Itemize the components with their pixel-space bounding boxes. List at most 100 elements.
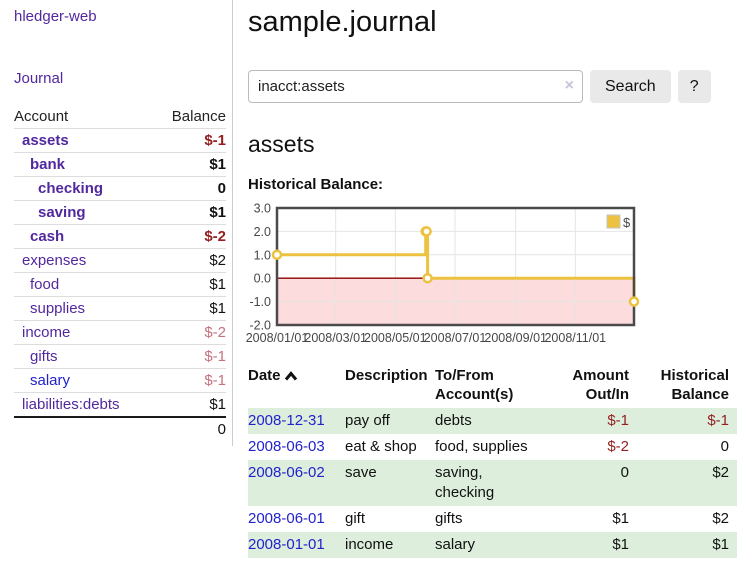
account-tree-table: Account Balance assets $-1 bank $1 checking 0…: [14, 105, 226, 441]
transaction-date-link[interactable]: 2008-01-01: [248, 536, 325, 553]
sidebar-account-balance: 0: [154, 176, 226, 201]
transaction-balance: $2: [712, 464, 729, 481]
transaction-date-cell: 2008-06-03: [248, 434, 345, 460]
transaction-date-link[interactable]: 2008-06-02: [248, 464, 325, 481]
sidebar-account-balance: $-2: [154, 224, 226, 249]
transactions-header-row: Date Description To/From Account(s) Amou…: [248, 364, 737, 408]
app-window: hledger-web Journal Account Balance asse…: [14, 0, 742, 558]
page-title: sample.journal: [248, 6, 437, 38]
transaction-accounts: food, supplies: [435, 438, 528, 455]
transaction-accounts: gifts: [435, 510, 463, 527]
transaction-balance: $1: [712, 536, 729, 553]
search-input[interactable]: [248, 70, 583, 103]
transaction-date-link[interactable]: 2008-06-03: [248, 438, 325, 455]
sidebar-account-link[interactable]: cash: [30, 228, 65, 245]
sidebar-account-row: food $1: [14, 272, 226, 297]
sidebar-account-balance: $2: [154, 248, 226, 273]
sidebar-account-cell: saving: [14, 200, 155, 225]
sidebar-account-cell: gifts: [14, 344, 155, 369]
sidebar-account-link[interactable]: bank: [30, 156, 66, 173]
account-tree-header-row: Account Balance: [14, 105, 226, 129]
col-header-date[interactable]: Date: [248, 364, 345, 408]
sidebar-account-cell: expenses: [14, 248, 155, 273]
transaction-amount: $1: [612, 510, 629, 527]
transaction-date-link[interactable]: 2008-12-31: [248, 412, 325, 429]
transaction-row: 2008-06-01 gift gifts $1 $2: [248, 506, 737, 532]
sort-ascending-icon: [284, 371, 297, 381]
total-row-spacer: [14, 416, 155, 441]
transaction-accounts: saving, checking: [435, 464, 495, 501]
sort-by-date-link[interactable]: Date: [248, 367, 281, 384]
sidebar-account-cell: salary: [14, 368, 155, 393]
sidebar-account-link[interactable]: supplies: [30, 300, 86, 317]
sidebar-account-link[interactable]: expenses: [22, 252, 87, 269]
transaction-date-cell: 2008-01-01: [248, 532, 345, 558]
search-button[interactable]: Search: [590, 70, 671, 103]
search-input-wrapper: ×: [248, 70, 583, 103]
account-tree-total-row: 0: [14, 416, 226, 441]
transaction-accounts: debts: [435, 412, 472, 429]
sidebar-account-link[interactable]: checking: [38, 180, 104, 197]
transaction-description: eat & shop: [345, 438, 417, 455]
sidebar-account-balance: $-1: [154, 368, 226, 393]
sidebar-account-link[interactable]: gifts: [30, 348, 58, 365]
svg-text:-2.0: -2.0: [249, 319, 271, 333]
sidebar-account-row: checking 0: [14, 176, 226, 201]
sidebar-account-cell: assets: [14, 128, 155, 153]
sidebar-account-balance: $1: [154, 392, 226, 417]
sidebar-account-link[interactable]: saving: [38, 204, 86, 221]
sidebar-account-cell: checking: [14, 176, 155, 201]
sidebar-account-cell: income: [14, 320, 155, 345]
svg-text:2008/03/01: 2008/03/01: [304, 331, 367, 345]
transaction-description: save: [345, 464, 377, 481]
sidebar-account-balance: $-1: [154, 128, 226, 153]
svg-text:0.0: 0.0: [254, 272, 271, 286]
sidebar-account-link[interactable]: salary: [30, 372, 71, 389]
transaction-row: 2008-06-03 eat & shop food, supplies $-2 0: [248, 434, 737, 460]
transaction-balance: $2: [712, 510, 729, 527]
svg-text:2008/09/01: 2008/09/01: [484, 331, 547, 345]
sidebar-account-row: gifts $-1: [14, 344, 226, 369]
sidebar-account-link[interactable]: income: [22, 324, 71, 341]
transaction-date-cell: 2008-06-01: [248, 506, 345, 532]
clear-search-icon[interactable]: ×: [564, 77, 574, 94]
account-heading: assets: [248, 131, 315, 157]
sidebar-account-row: income $-2: [14, 320, 226, 345]
sidebar-account-balance: $1: [154, 200, 226, 225]
svg-text:-1.0: -1.0: [249, 295, 271, 309]
sidebar-account-cell: cash: [14, 224, 155, 249]
transaction-row: 2008-06-02 save saving, checking 0 $2: [248, 460, 737, 506]
sidebar-account-row: assets $-1: [14, 128, 226, 153]
sidebar-account-cell: bank: [14, 152, 155, 177]
sidebar-account-row: supplies $1: [14, 296, 226, 321]
transaction-description: gift: [345, 510, 366, 527]
transaction-description: pay off: [345, 412, 390, 429]
app-brand-link[interactable]: hledger-web: [14, 8, 97, 25]
help-button[interactable]: ?: [677, 70, 711, 103]
account-column-header: Account: [14, 108, 69, 125]
balance-column-header: Balance: [171, 108, 226, 125]
col-header-amount: Amount Out/In: [572, 367, 629, 403]
sidebar-account-link[interactable]: assets: [22, 132, 69, 149]
historical-balance-chart[interactable]: $3.0 2.0 1.0 0.0 -1.0 -2.02008/01/012008/03/0…: [246, 202, 740, 348]
sidebar-account-link[interactable]: food: [30, 276, 60, 293]
sidebar-account-cell: liabilities:debts: [14, 392, 155, 417]
sidebar-account-balance: $1: [154, 152, 226, 177]
main-content: sample.journal × Search ? assets Histori…: [233, 0, 742, 558]
sidebar-item-journal[interactable]: Journal: [14, 70, 64, 87]
transactions-table: Date Description To/From Account(s) Amou…: [248, 364, 737, 558]
transaction-balance: $-1: [707, 412, 729, 429]
sidebar-account-row: salary $-1: [14, 368, 226, 393]
sidebar-account-row: expenses $2: [14, 248, 226, 273]
search-bar: × Search ?: [248, 70, 742, 103]
transaction-date-link[interactable]: 2008-06-01: [248, 510, 325, 527]
transaction-accounts: salary: [435, 536, 476, 553]
sidebar-account-link[interactable]: liabilities:debts: [22, 396, 120, 413]
col-header-accounts: To/From Account(s): [435, 367, 514, 403]
sidebar-account-balance: $-2: [154, 320, 226, 345]
chart-title-label: Historical Balance:: [248, 176, 384, 193]
transaction-description: income: [345, 536, 394, 553]
sidebar-account-row: bank $1: [14, 152, 226, 177]
svg-text:$: $: [623, 215, 631, 230]
sidebar-account-row: cash $-2: [14, 224, 226, 249]
